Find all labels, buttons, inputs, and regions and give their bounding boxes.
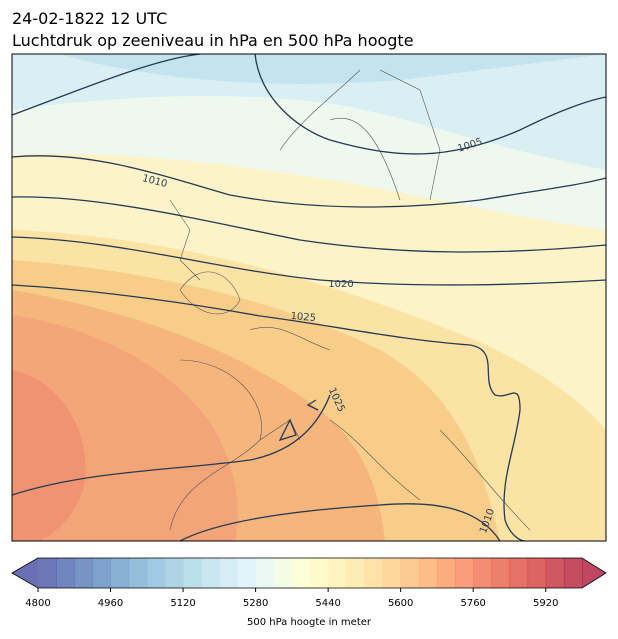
colorbar-segment (509, 558, 529, 588)
isobar (12, 196, 606, 253)
coastlines (169, 69, 531, 531)
colorbar-segment (146, 558, 166, 588)
map (12, 54, 606, 541)
isobar (278, 399, 319, 442)
colorbar-frame (11, 557, 607, 589)
colorbar-segment (328, 558, 347, 588)
colorbar-segment (382, 558, 402, 588)
colorbar-segment (110, 558, 130, 588)
colorbar-segment (291, 558, 311, 588)
contour-label: 1025 (290, 311, 316, 324)
colorbar-segment (255, 558, 275, 588)
colorbar-segment (545, 558, 565, 588)
isobar (254, 54, 606, 155)
colorbar-label: 500 hPa hoogte in meter (247, 617, 372, 628)
colorbar-segment (527, 558, 547, 588)
colorbar-tick-label: 5760 (460, 598, 485, 609)
colorbar-segment (418, 558, 438, 588)
colorbar-segment (310, 558, 329, 588)
colorbar-segment (237, 558, 257, 588)
colorbar-segment (473, 558, 492, 588)
colorbar-segment (491, 558, 510, 588)
date: 24-02-1822 12 UTC (12, 9, 167, 28)
colorbar-segment (273, 558, 293, 588)
colorbar-segment (346, 558, 365, 588)
colorbar-segment (56, 558, 75, 588)
colorbar-extend (12, 558, 38, 588)
colorbar-segment (455, 558, 474, 588)
colorbar-tick-label: 5920 (533, 598, 558, 609)
colorbar-extend (582, 558, 606, 588)
colorbar-segment (436, 558, 456, 588)
colorbar-segment (38, 558, 57, 588)
colorbar-segment (74, 558, 93, 588)
colorbar-tick-label: 5440 (315, 598, 340, 609)
colorbar-segment (183, 558, 202, 588)
colorbar-segment (563, 558, 583, 588)
colorbar-tick-label: 4800 (25, 598, 50, 609)
isobar (12, 236, 606, 286)
colorbar-tick-label: 5120 (170, 598, 195, 609)
colorbar: 4800 4960 5120 5280 5440 5600 5760 5920 (11, 557, 607, 609)
colorbar-segment (219, 558, 238, 588)
isobar (12, 155, 606, 208)
colorbar-segment (128, 558, 148, 588)
colorbar-segment (201, 558, 220, 588)
colorbar-tick-label: 5600 (388, 598, 413, 609)
colorbar-tick-label: 5280 (243, 598, 268, 609)
contour-label: 1020 (328, 279, 353, 290)
map-frame (11, 53, 607, 542)
colorbar-segment (364, 558, 384, 588)
isobar (12, 54, 201, 116)
colorbar-tick-label: 4960 (98, 598, 123, 609)
title: Luchtdruk op zeeniveau in hPa en 500 hPa… (12, 31, 414, 50)
isobar (12, 284, 526, 541)
colorbar-segment (164, 558, 184, 588)
colorbar-segment (92, 558, 112, 588)
isobar (12, 394, 501, 541)
colorbar-segment (400, 558, 420, 588)
